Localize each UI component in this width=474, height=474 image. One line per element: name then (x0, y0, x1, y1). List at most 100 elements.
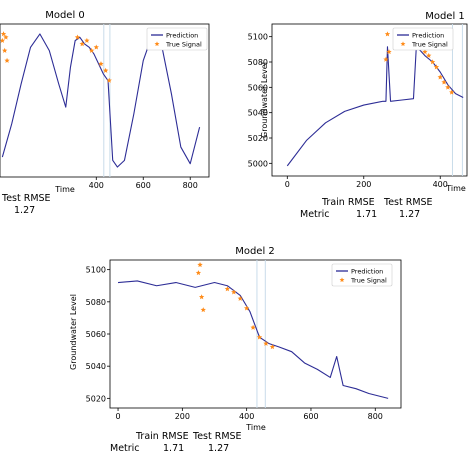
true-signal-point (200, 307, 206, 313)
metric-value-test-rmse: 1.27 (208, 443, 229, 454)
true-signal-point (449, 89, 455, 95)
true-signal-point (269, 344, 276, 350)
metric-value-train-rmse: 1.71 (163, 443, 184, 454)
chart-title: Model 0 (45, 10, 85, 21)
x-tick-label: 600 (303, 412, 318, 421)
true-signal-point (106, 77, 112, 83)
legend-star-swatch (154, 41, 160, 47)
y-tick-label: 5040 (248, 109, 268, 118)
prediction-line (117, 280, 389, 399)
true-signal-point (256, 334, 263, 340)
true-signal-point (79, 41, 85, 47)
legend-label: True Signal (350, 276, 387, 284)
true-signal-point (195, 270, 202, 276)
legend-star-swatch (339, 277, 345, 283)
y-tick-label: 5020 (86, 394, 106, 403)
test-window-lines (103, 24, 111, 177)
prediction-line (1, 33, 201, 168)
legend-label: True Signal (411, 40, 448, 48)
y-tick-label: 5060 (86, 330, 106, 339)
y-tick-label: 5060 (248, 83, 268, 92)
model-1-panel: Model 1 0 200 400 5000 5020 5040 5060 5080 5100… (248, 11, 468, 220)
x-tick-label: 0 (115, 412, 120, 421)
true-signal-point (243, 305, 250, 311)
x-ticks: 0 200 400 600 800 (115, 408, 383, 421)
metric-value-test-rmse: 1.27 (14, 205, 35, 216)
true-signal-point (263, 340, 269, 346)
true-signal-point (445, 84, 451, 90)
true-signal-point (433, 64, 440, 70)
true-signal-point (0, 31, 7, 37)
legend-box (146, 27, 208, 51)
chart-title: Model 1 (425, 11, 465, 22)
test-window-lines (451, 24, 463, 176)
true-signal-point (237, 295, 243, 301)
metric-header-test-rmse: Test RMSE (192, 431, 242, 442)
true-signal-point (429, 59, 436, 65)
true-signal-point (231, 289, 237, 295)
metric-header-test-rmse: Test RMSE (1, 193, 51, 204)
legend-box (392, 27, 454, 51)
x-ticks: 0 200 400 (285, 176, 448, 189)
true-signal-point (0, 37, 6, 43)
true-signal-point (384, 31, 391, 37)
true-signal-point (197, 262, 203, 268)
y-ticks: 5020 5040 5060 5080 5100 (86, 266, 110, 403)
true-signal-point (93, 44, 99, 50)
true-signal-point (84, 37, 90, 43)
true-signal-point (441, 79, 447, 85)
chart-title: Model 2 (235, 246, 275, 257)
x-tick-label: 600 (136, 181, 151, 190)
true-signal-point (250, 324, 256, 330)
true-signal-point (3, 34, 9, 40)
true-signal-point (103, 67, 109, 73)
plot-frame (271, 23, 468, 177)
metric-row-label: Metric (110, 443, 140, 454)
legend-label: Prediction (412, 31, 444, 39)
x-axis-label: Time (54, 185, 75, 194)
true-signal-point (88, 47, 95, 53)
legend-star-swatch (400, 41, 406, 47)
true-signal-point (437, 74, 443, 80)
y-axis-label: Groundwater Level (260, 62, 269, 138)
x-ticks: 400 600 800 (89, 177, 198, 190)
x-axis-label: Time (445, 184, 466, 193)
x-tick-label: 400 (433, 180, 448, 189)
legend-label: Prediction (351, 267, 383, 275)
legend-label: True Signal (165, 40, 202, 48)
metric-header-train-rmse: Train RMSE (321, 197, 375, 208)
y-tick-label: 5020 (248, 134, 268, 143)
y-ticks: 5000 5020 5040 5060 5080 5100 (248, 33, 272, 168)
legend-label: Prediction (166, 31, 198, 39)
true-signal-point (98, 61, 104, 67)
x-tick-label: 400 (89, 181, 104, 190)
series-layer (0, 31, 201, 168)
x-tick-label: 200 (356, 180, 371, 189)
y-tick-label: 5100 (248, 33, 268, 42)
true-signal-point (2, 47, 8, 53)
metric-row-label: Metric (300, 209, 330, 220)
series-layer (117, 262, 389, 399)
true-signal-point (74, 34, 81, 40)
y-tick-label: 5080 (86, 298, 106, 307)
legend-box (331, 263, 393, 287)
true-signal-point (198, 294, 205, 300)
y-tick-label: 5100 (86, 266, 106, 275)
prediction-line (286, 42, 464, 167)
true-signal-point (224, 286, 231, 292)
x-tick-label: 200 (175, 412, 190, 421)
x-tick-label: 800 (183, 181, 198, 190)
x-tick-label: 0 (285, 180, 290, 189)
model-2-panel: Model 2 0 200 400 600 800 5020 5040 5060 5080 51… (69, 246, 402, 454)
test-window-lines (256, 260, 266, 408)
true-signal-point (383, 56, 389, 62)
x-tick-label: 400 (239, 412, 254, 421)
plot-frame (0, 23, 210, 178)
metric-header-train-rmse: Train RMSE (135, 431, 189, 442)
metric-value-train-rmse: 1.71 (356, 209, 377, 220)
